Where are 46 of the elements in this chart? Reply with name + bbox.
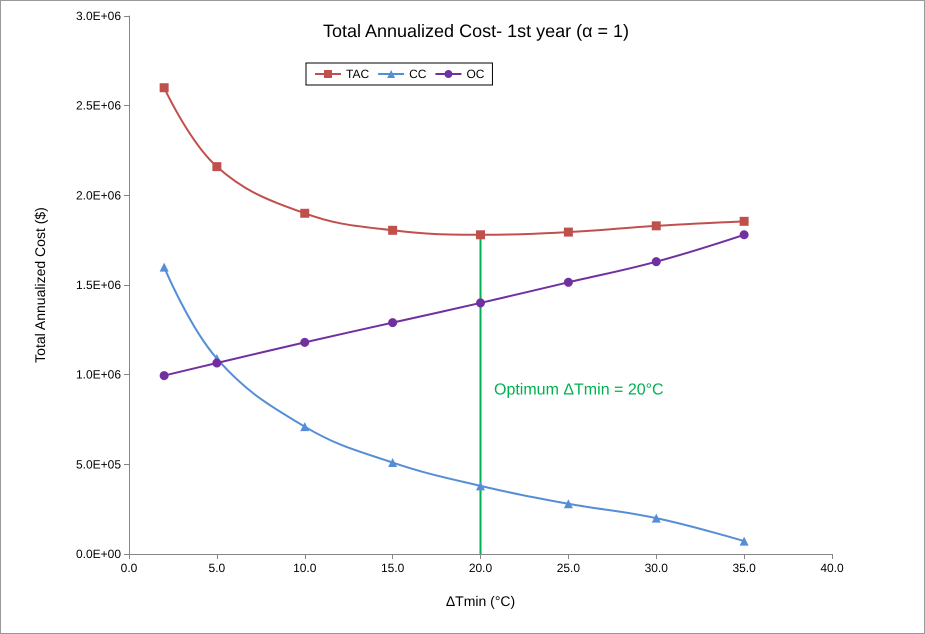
legend-label: TAC [346, 67, 370, 81]
point [160, 262, 169, 272]
point [564, 499, 573, 508]
point [740, 216, 749, 226]
x-tick-label: 25.0 [556, 561, 580, 575]
legend-label: CC [409, 67, 427, 81]
x-tick-label: 35.0 [732, 561, 756, 575]
point [388, 458, 398, 468]
point [564, 278, 573, 287]
point [652, 221, 661, 230]
point [160, 83, 169, 92]
x-tick-label: 30.0 [644, 561, 668, 575]
point [160, 371, 169, 380]
point [740, 536, 749, 546]
point [300, 208, 310, 218]
point [652, 257, 661, 266]
point [300, 338, 310, 347]
point [740, 230, 749, 240]
x-tick-label: 10.0 [293, 561, 317, 575]
x-tick-label: 40.0 [820, 561, 844, 575]
x-tick-label: 5.0 [208, 561, 226, 575]
y-tick-label: 0.0E+00 [76, 547, 122, 561]
point [300, 422, 310, 432]
y-tick-label: 5.0E+05 [76, 457, 122, 472]
y-tick-label: 2.0E+06 [76, 188, 122, 202]
chart-title: Total Annualized Cost- 1st year (α = 1) [322, 21, 630, 41]
legend-label: OC [466, 67, 485, 81]
point [476, 230, 485, 240]
x-tick-label: 20.0 [468, 561, 492, 575]
point [388, 226, 398, 235]
point [476, 481, 485, 490]
x-tick-label: 0.0 [120, 561, 138, 575]
y-tick-label: 1.5E+06 [76, 278, 122, 292]
y-tick-label: 2.5E+06 [76, 98, 122, 113]
point [564, 228, 573, 237]
point [388, 318, 398, 328]
y-axis-title: Total Annualized Cost ($) [32, 207, 48, 363]
point [212, 162, 222, 172]
y-tick-label: 3.0E+06 [76, 9, 122, 23]
y-tick-label: 1.0E+06 [76, 368, 122, 382]
x-axis-title: ΔTmin (°C) [446, 593, 516, 609]
point [476, 298, 485, 308]
x-tick-label: 15.0 [380, 561, 405, 575]
point [212, 358, 222, 368]
annotation: Optimum ΔTmin = 20°C [494, 382, 664, 398]
point [652, 514, 661, 523]
